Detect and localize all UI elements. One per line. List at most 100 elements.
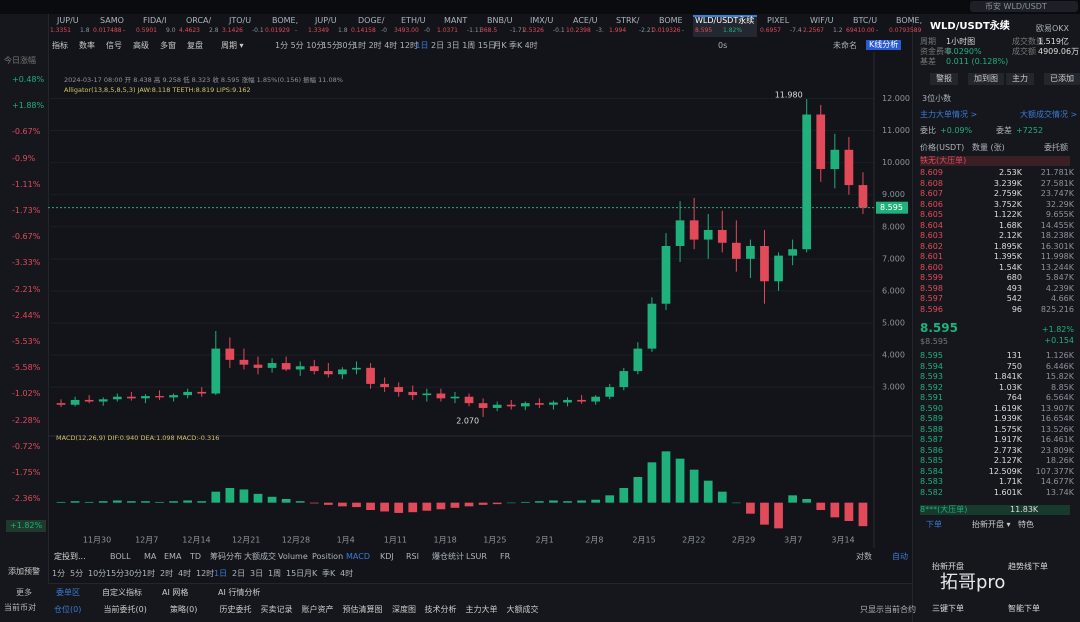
period-button[interactable]: 3日 [446, 41, 460, 50]
bottom-subtab[interactable]: 大额成交 [506, 605, 539, 614]
order-action[interactable]: 智能下单 [1008, 604, 1040, 613]
log-toggle[interactable]: 对数 [856, 552, 872, 561]
period-button[interactable]: 15分 [321, 41, 340, 50]
period-button[interactable]: 10分 [88, 569, 107, 578]
decimals-select[interactable]: 3位小数 [922, 94, 952, 103]
period-button[interactable]: 30分 [124, 569, 143, 578]
period-button[interactable]: 2时 [160, 569, 174, 578]
period-button[interactable]: 15日 [477, 41, 496, 50]
auto-toggle[interactable]: 自动 [892, 552, 908, 561]
bottom-subtab[interactable]: 历史委托 [219, 605, 252, 614]
tab-name[interactable]: STRK/ [616, 16, 640, 25]
tab-name[interactable]: WIF/U [810, 16, 834, 25]
tab-name[interactable]: ORCA/ [186, 16, 212, 25]
tab-name[interactable]: ETH/U [401, 16, 426, 25]
tool-button[interactable]: 指标 [52, 41, 68, 50]
tab-name[interactable]: DOGE/ [358, 16, 385, 25]
period-button[interactable]: 4时 [340, 569, 354, 578]
panel-button[interactable]: 警报 [930, 73, 958, 85]
period-button[interactable]: 1周 [268, 569, 282, 578]
bottom-subtab[interactable]: 策略(0) [170, 605, 198, 614]
period-button[interactable]: 5分 [290, 41, 304, 50]
main-order-link[interactable]: 主力大单情况 > [920, 110, 978, 119]
tool-button[interactable]: 多窗 [160, 41, 176, 50]
indicator-item[interactable]: MACD [346, 552, 370, 561]
period-button[interactable]: 4时 [524, 41, 538, 50]
period-button[interactable]: 1时 [353, 41, 367, 50]
tab-name[interactable]: BOME, [896, 16, 923, 25]
indicator-item[interactable]: Position [312, 552, 344, 561]
panel-button[interactable]: 已添加 [1044, 73, 1080, 85]
order-tab[interactable]: 抬新开盘 ▾ [972, 520, 1011, 529]
panel-button[interactable]: 加到图 [968, 73, 1004, 85]
bottom-subtab[interactable]: 预估清算图 [342, 605, 383, 614]
tab-name[interactable]: BOME, [272, 16, 299, 25]
tab-name[interactable]: IMX/U [530, 16, 554, 25]
indicator-item[interactable]: FR [500, 552, 511, 561]
tab-name[interactable]: ACE/U [573, 16, 598, 25]
indicator-item[interactable]: 筹码分布 [210, 552, 242, 561]
tab-name[interactable]: PIXEL [767, 16, 790, 25]
tab-name[interactable]: JUP/U [57, 16, 79, 25]
bottom-tab[interactable]: 自定义指标 [102, 588, 142, 597]
period-button[interactable]: 12时 [196, 569, 215, 578]
indicator-item[interactable]: 大额成交 [244, 552, 276, 561]
bottom-subtab[interactable]: 买卖记录 [260, 605, 293, 614]
bottom-subtab[interactable]: 账户资产 [301, 605, 334, 614]
period-button[interactable]: 10分 [306, 41, 325, 50]
bottom-tab[interactable]: AI 网格 [162, 588, 189, 597]
bottom-subtab[interactable]: 仓位(0) [54, 605, 82, 614]
order-tab[interactable]: 特色 [1018, 520, 1034, 529]
period-button[interactable]: 1分 [275, 41, 289, 50]
indicator-item[interactable]: TD [190, 552, 202, 561]
tab-name[interactable]: BOME [659, 16, 683, 25]
period-button[interactable]: 月K [304, 569, 318, 578]
bottom-tab[interactable]: 委单区 [56, 588, 80, 597]
tab-name[interactable]: BNB/U [487, 16, 513, 25]
period-button[interactable]: 2日 [232, 569, 246, 578]
indicator-item[interactable]: EMA [164, 552, 182, 561]
alert-button[interactable]: 添加预警 [8, 567, 40, 576]
bottom-subtab[interactable]: 技术分析 [424, 605, 457, 614]
order-tab[interactable]: 下单 [926, 520, 942, 529]
period-button[interactable]: 4时 [384, 41, 398, 50]
search-text[interactable]: 币安 WLD/USDT [985, 2, 1047, 11]
indicator-item[interactable]: 爆仓统计 [432, 552, 464, 561]
tool-button[interactable]: 高级 [133, 41, 149, 50]
tool-button[interactable]: 周期 ▾ [221, 41, 244, 50]
analysis-button[interactable]: K线分析 [866, 40, 902, 50]
only-current[interactable]: 只显示当前合约 [860, 605, 916, 614]
period-button[interactable]: 4时 [178, 569, 192, 578]
tab-name[interactable]: SAMO [100, 16, 124, 25]
dca-button[interactable]: 定投到... [54, 552, 86, 561]
current-pair[interactable]: 当前币对 [4, 603, 36, 612]
period-button[interactable]: 15日 [286, 569, 305, 578]
period-button[interactable]: 12时 [399, 41, 418, 50]
period-button[interactable]: 1日 [214, 569, 228, 578]
tab-name[interactable]: JTO/U [229, 16, 252, 25]
period-button[interactable]: 3日 [250, 569, 264, 578]
active-tab[interactable] [693, 15, 757, 37]
tab-name[interactable]: WLD/USDT永续 [695, 16, 755, 25]
period-button[interactable]: 1时 [142, 569, 156, 578]
panel-button[interactable]: 主力 [1006, 73, 1034, 85]
period-button[interactable]: 30分 [337, 41, 356, 50]
bottom-subtab[interactable]: 当前委托(0) [103, 605, 147, 614]
more-button[interactable]: 更多 [16, 588, 32, 597]
tool-button[interactable]: 数率 [79, 41, 95, 50]
period-button[interactable]: 2日 [431, 41, 445, 50]
period-button[interactable]: 2时 [368, 41, 382, 50]
indicator-item[interactable]: KDJ [380, 552, 394, 561]
tool-button[interactable]: 复盘 [187, 41, 203, 50]
tab-name[interactable]: BTC/U [853, 16, 878, 25]
tab-name[interactable]: JUP/U [315, 16, 337, 25]
period-button[interactable]: 季K [322, 569, 336, 578]
indicator-item[interactable]: BOLL [110, 552, 131, 561]
period-button[interactable]: 5分 [70, 569, 84, 578]
big-trade-link[interactable]: 大额成交情况 > [1020, 110, 1078, 119]
order-action[interactable]: 抬新开盘 [932, 562, 964, 571]
tool-button[interactable]: 信号 [106, 41, 122, 50]
indicator-item[interactable]: LSUR [466, 552, 487, 561]
indicator-item[interactable]: MA [144, 552, 157, 561]
layout-name[interactable]: 未命名 [833, 41, 857, 50]
